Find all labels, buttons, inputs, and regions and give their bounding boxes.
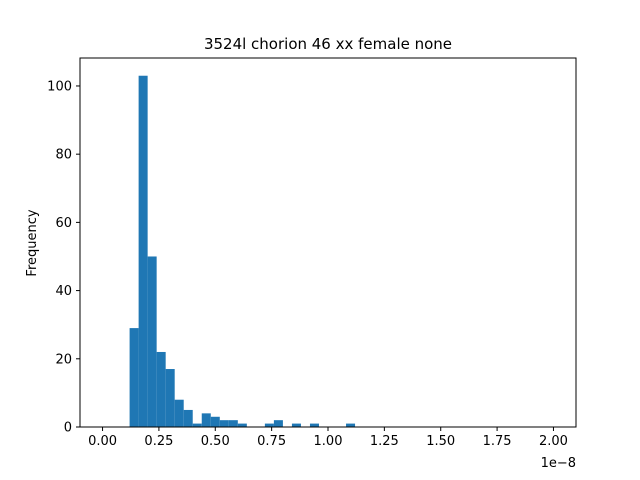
histogram-bar bbox=[129, 328, 139, 427]
histogram-bar bbox=[237, 423, 247, 427]
histogram-bar bbox=[346, 423, 356, 427]
histogram-bar bbox=[273, 420, 283, 427]
y-axis-label: Frequency bbox=[25, 209, 40, 276]
histogram-bar bbox=[201, 413, 211, 427]
y-axis: 0 20 40 60 80 100 bbox=[47, 79, 80, 436]
y-tick-label: 0 bbox=[64, 421, 72, 436]
x-tick-label: 1.75 bbox=[483, 434, 512, 449]
chart-title: 3524l chorion 46 xx female none bbox=[204, 35, 452, 53]
x-axis: 0.00 0.25 0.50 0.75 1.00 1.25 1.50 1.75 2.00 bbox=[88, 427, 568, 449]
x-tick-label: 0.50 bbox=[201, 434, 230, 449]
histogram-bar bbox=[156, 351, 166, 427]
x-tick-label: 1.50 bbox=[426, 434, 455, 449]
histogram-bar bbox=[309, 423, 319, 427]
y-tick-label: 60 bbox=[55, 216, 72, 231]
x-tick-label: 2.00 bbox=[539, 434, 568, 449]
x-tick-label: 0.25 bbox=[144, 434, 173, 449]
y-tick-label: 100 bbox=[47, 79, 72, 94]
histogram-bar bbox=[228, 420, 238, 427]
bars-group bbox=[129, 75, 356, 427]
histogram-bar bbox=[210, 416, 220, 427]
y-tick-label: 80 bbox=[55, 148, 72, 163]
x-tick-label: 1.00 bbox=[314, 434, 343, 449]
histogram-bar bbox=[264, 423, 274, 427]
histogram-bar bbox=[291, 423, 301, 427]
y-tick-label: 20 bbox=[55, 352, 72, 367]
histogram-bar bbox=[192, 423, 202, 427]
histogram-bar bbox=[165, 369, 175, 427]
histogram-bar bbox=[183, 409, 193, 427]
y-tick-label: 40 bbox=[55, 284, 72, 299]
x-axis-offset-label: 1e−8 bbox=[541, 456, 576, 471]
x-tick-label: 0.75 bbox=[257, 434, 286, 449]
x-tick-label: 1.25 bbox=[370, 434, 399, 449]
histogram-bar bbox=[219, 420, 229, 427]
histogram-bar bbox=[138, 75, 148, 427]
histogram-bar bbox=[174, 399, 184, 427]
x-tick-label: 0.00 bbox=[88, 434, 117, 449]
histogram-bar bbox=[147, 256, 157, 427]
